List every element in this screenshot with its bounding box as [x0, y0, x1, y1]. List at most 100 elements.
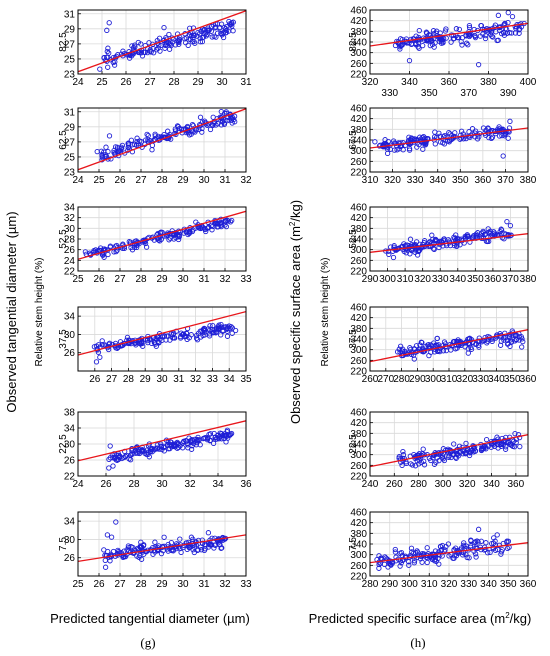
data-point [218, 545, 224, 551]
x-tick-label: 30 [198, 175, 210, 186]
y-tick-label: 220 [350, 472, 367, 483]
x-tick-label: 370 [502, 274, 519, 285]
x-tick-label: 36 [240, 479, 252, 490]
y-tick-label: 31 [64, 107, 76, 118]
x-tick-label: 320 [459, 479, 476, 490]
data-point [450, 32, 456, 39]
data-point [458, 128, 465, 134]
data-point [399, 552, 405, 559]
data-point [435, 348, 441, 354]
data-point [111, 147, 117, 154]
data-point [414, 252, 421, 258]
y-tick-label: 300 [350, 245, 367, 256]
x-tick-label: 32 [184, 479, 196, 490]
x-tick-label: 32 [240, 175, 252, 186]
data-point [399, 42, 405, 48]
data-point [419, 346, 425, 353]
data-point [421, 458, 427, 464]
scatter-panel-left-22.5: 24 26 28 30 32 34 36 22 26 30 34 38 22.5 [58, 408, 252, 491]
height-label: 7.5 [348, 537, 359, 551]
data-point [463, 551, 469, 558]
data-point [107, 455, 114, 461]
data-point-outlier [519, 344, 525, 350]
data-point [207, 331, 213, 337]
y-tick-label: 420 [350, 418, 367, 429]
data-point [501, 32, 508, 38]
data-point [410, 36, 416, 42]
data-point [420, 146, 426, 152]
data-point [188, 446, 195, 452]
y-tick-label: 380 [350, 125, 367, 136]
data-point [93, 343, 100, 349]
data-point [436, 457, 442, 464]
data-point [174, 232, 181, 238]
data-point [490, 34, 496, 40]
data-point [195, 547, 201, 553]
data-point [465, 350, 471, 356]
data-point [420, 42, 426, 49]
data-point [431, 461, 438, 467]
data-point [384, 556, 390, 562]
data-point [181, 230, 187, 236]
data-point [478, 22, 485, 29]
data-point [406, 562, 412, 568]
data-point [488, 440, 495, 447]
scatter-panel-right-22.5: 240 260 280 300 320 340 3602202603003403804204… [348, 408, 529, 490]
data-point-outlier [475, 62, 482, 68]
x-tick-label: 30 [216, 77, 228, 88]
data-point [494, 532, 500, 538]
x-tick-label: 28 [135, 579, 147, 590]
data-point [466, 22, 473, 29]
data-point [166, 46, 173, 52]
data-point [497, 342, 504, 348]
right-height-axis-label: Relative stem height (%) [320, 258, 331, 367]
data-point [485, 126, 491, 132]
data-point [103, 144, 109, 150]
data-point [204, 225, 211, 231]
data-point [224, 427, 231, 433]
data-point [136, 450, 143, 457]
data-point [132, 42, 138, 48]
data-point [416, 27, 422, 34]
data-point [167, 235, 173, 241]
left-y-axis-label: Observed tangential diameter (µm) [4, 211, 19, 412]
data-point [386, 251, 392, 258]
data-point [185, 42, 191, 49]
data-point-outlier [110, 463, 116, 469]
scatter-panel-left-62.5: 24 25 26 27 28 29 30 31 32 23 25 27 29 31 62.5 [58, 107, 252, 186]
data-point [430, 28, 437, 34]
data-point [100, 252, 106, 258]
x-tick-label: 28 [135, 274, 147, 285]
fit-line [78, 10, 246, 73]
data-point [207, 437, 214, 443]
data-point [478, 538, 484, 544]
data-point [195, 29, 201, 36]
data-point [103, 552, 109, 559]
y-tick-label: 27 [64, 137, 76, 148]
x-tick-label: 26 [120, 77, 132, 88]
data-point [216, 326, 222, 333]
data-point [499, 435, 505, 442]
fit-line [370, 233, 528, 253]
data-point [179, 126, 185, 132]
data-point [496, 124, 502, 130]
data-point [466, 24, 473, 31]
data-point [495, 37, 501, 43]
data-point [223, 439, 229, 445]
y-tick-label: 30 [64, 440, 76, 451]
x-tick-label: 27 [135, 175, 147, 186]
scatter-panel-right-52.5: 290 300 310 320 330 340 350 360 370 3802202603003… [348, 203, 537, 286]
data-point [193, 332, 200, 339]
data-point [388, 244, 394, 250]
scatter-panel-right-67.5: 310 320 330 340 350 360 370 3802202603003403804… [348, 104, 537, 187]
x-tick-label: 370 [497, 175, 514, 186]
x-tick-label: 30 [177, 579, 189, 590]
data-point [507, 343, 513, 350]
y-tick-label: 260 [350, 561, 367, 572]
data-point [153, 47, 160, 53]
x-tick-label: 290 [381, 579, 398, 590]
data-point [520, 338, 526, 345]
scatter-panel-left-7.5: 25 26 27 28 29 30 31 32 33 26 30 34 7.5 [58, 511, 252, 590]
x-tick-label: 35 [240, 374, 252, 385]
data-point [210, 122, 216, 129]
